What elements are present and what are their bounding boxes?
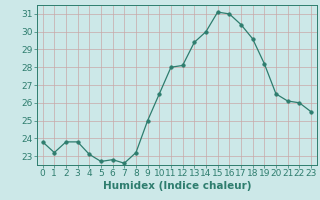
X-axis label: Humidex (Indice chaleur): Humidex (Indice chaleur): [102, 181, 251, 191]
